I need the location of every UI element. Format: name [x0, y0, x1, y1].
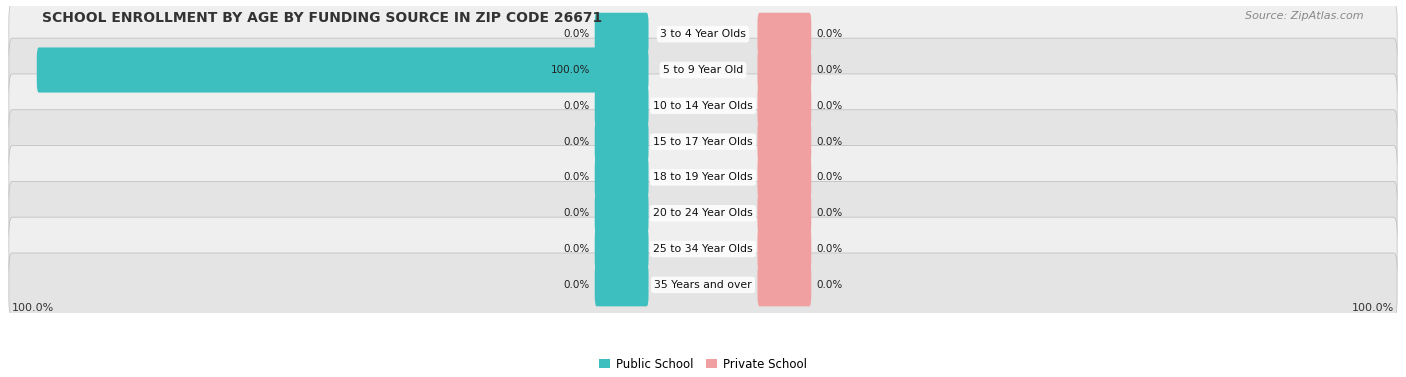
- Text: 0.0%: 0.0%: [564, 208, 591, 218]
- FancyBboxPatch shape: [758, 84, 811, 127]
- FancyBboxPatch shape: [595, 49, 648, 92]
- Text: 15 to 17 Year Olds: 15 to 17 Year Olds: [654, 136, 752, 147]
- FancyBboxPatch shape: [595, 156, 648, 199]
- FancyBboxPatch shape: [8, 2, 1398, 66]
- FancyBboxPatch shape: [758, 120, 811, 163]
- Text: 0.0%: 0.0%: [564, 136, 591, 147]
- FancyBboxPatch shape: [595, 228, 648, 271]
- Text: 0.0%: 0.0%: [815, 280, 842, 290]
- FancyBboxPatch shape: [595, 84, 648, 127]
- FancyBboxPatch shape: [595, 120, 648, 163]
- Legend: Public School, Private School: Public School, Private School: [593, 353, 813, 375]
- Text: 0.0%: 0.0%: [815, 208, 842, 218]
- Text: SCHOOL ENROLLMENT BY AGE BY FUNDING SOURCE IN ZIP CODE 26671: SCHOOL ENROLLMENT BY AGE BY FUNDING SOUR…: [42, 11, 602, 25]
- FancyBboxPatch shape: [8, 146, 1398, 209]
- Text: 20 to 24 Year Olds: 20 to 24 Year Olds: [654, 208, 752, 218]
- Text: 0.0%: 0.0%: [815, 172, 842, 182]
- FancyBboxPatch shape: [8, 217, 1398, 281]
- FancyBboxPatch shape: [595, 13, 648, 56]
- Text: 25 to 34 Year Olds: 25 to 34 Year Olds: [654, 244, 752, 254]
- FancyBboxPatch shape: [758, 228, 811, 271]
- FancyBboxPatch shape: [758, 192, 811, 235]
- Text: 0.0%: 0.0%: [815, 65, 842, 75]
- FancyBboxPatch shape: [758, 264, 811, 307]
- Text: 0.0%: 0.0%: [564, 101, 591, 111]
- Text: Source: ZipAtlas.com: Source: ZipAtlas.com: [1246, 11, 1364, 21]
- Text: 100.0%: 100.0%: [13, 303, 55, 314]
- FancyBboxPatch shape: [37, 48, 599, 93]
- FancyBboxPatch shape: [758, 156, 811, 199]
- FancyBboxPatch shape: [8, 181, 1398, 245]
- FancyBboxPatch shape: [758, 49, 811, 92]
- Text: 18 to 19 Year Olds: 18 to 19 Year Olds: [654, 172, 752, 182]
- Text: 3 to 4 Year Olds: 3 to 4 Year Olds: [659, 29, 747, 39]
- Text: 0.0%: 0.0%: [815, 136, 842, 147]
- Text: 0.0%: 0.0%: [564, 29, 591, 39]
- Text: 0.0%: 0.0%: [815, 101, 842, 111]
- Text: 0.0%: 0.0%: [564, 280, 591, 290]
- Text: 0.0%: 0.0%: [815, 244, 842, 254]
- Text: 0.0%: 0.0%: [815, 29, 842, 39]
- FancyBboxPatch shape: [595, 264, 648, 307]
- FancyBboxPatch shape: [595, 192, 648, 235]
- FancyBboxPatch shape: [8, 110, 1398, 173]
- Text: 10 to 14 Year Olds: 10 to 14 Year Olds: [654, 101, 752, 111]
- Text: 0.0%: 0.0%: [564, 172, 591, 182]
- Text: 100.0%: 100.0%: [1351, 303, 1393, 314]
- FancyBboxPatch shape: [758, 13, 811, 56]
- FancyBboxPatch shape: [8, 253, 1398, 317]
- FancyBboxPatch shape: [8, 74, 1398, 138]
- Text: 5 to 9 Year Old: 5 to 9 Year Old: [662, 65, 744, 75]
- FancyBboxPatch shape: [8, 38, 1398, 102]
- Text: 35 Years and over: 35 Years and over: [654, 280, 752, 290]
- Text: 0.0%: 0.0%: [564, 244, 591, 254]
- Text: 100.0%: 100.0%: [551, 65, 591, 75]
